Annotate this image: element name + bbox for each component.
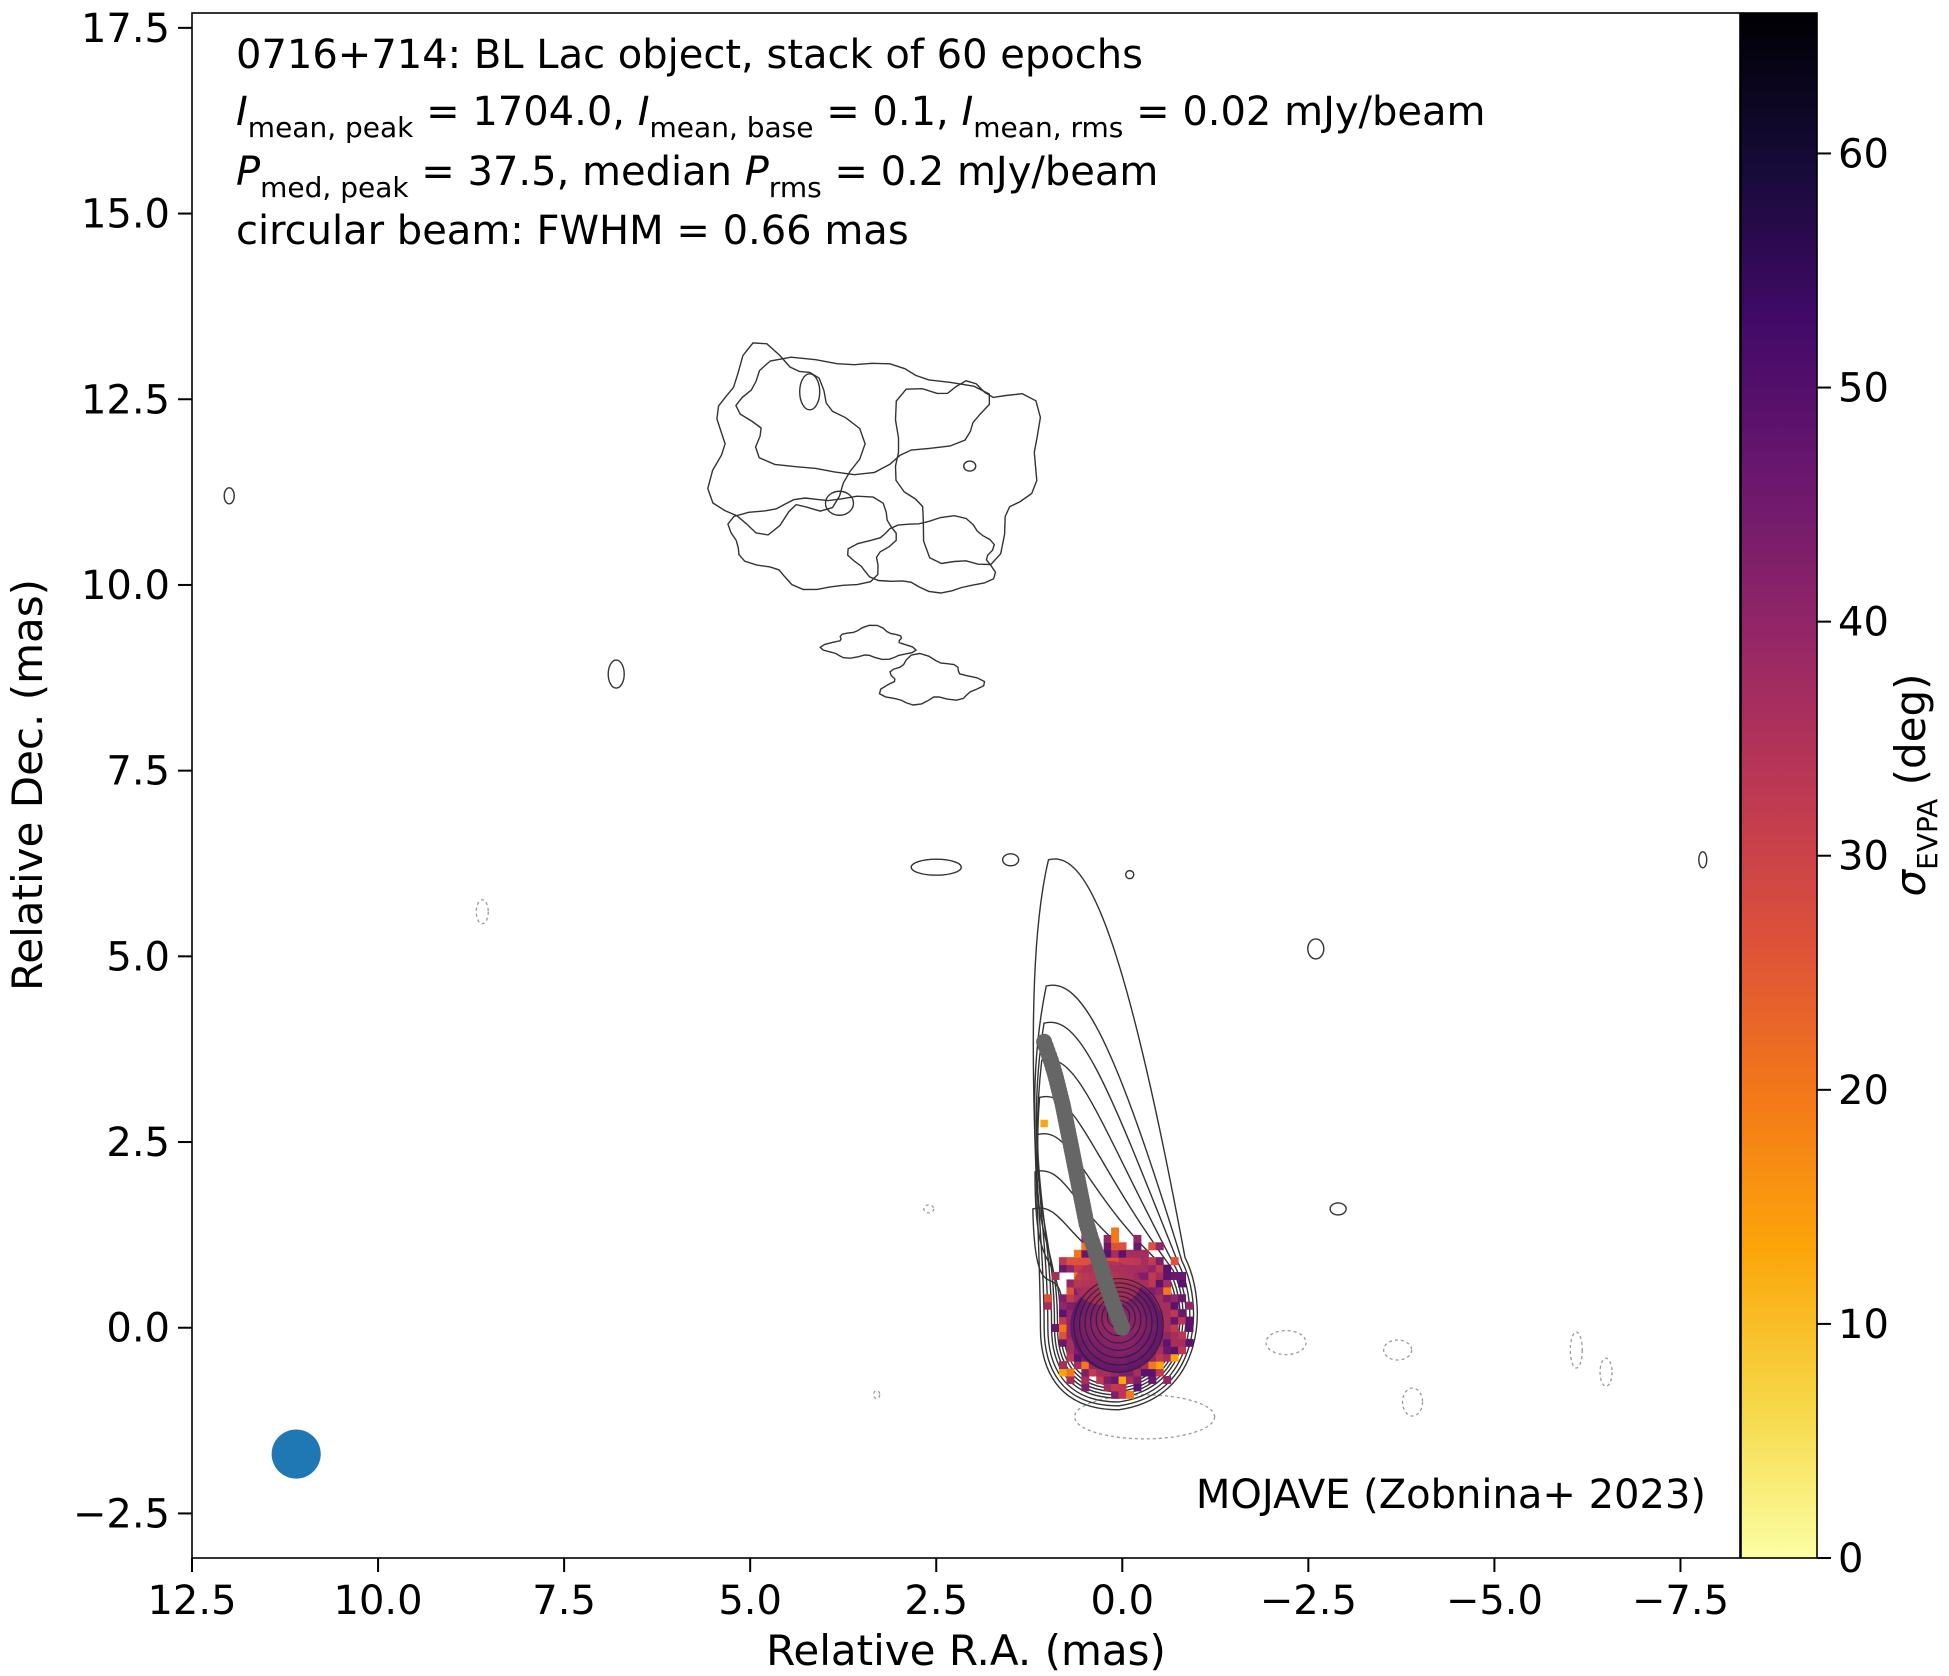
p-peak-symbol: P (236, 149, 261, 195)
y-tick-label: 15.0 (81, 192, 170, 238)
colorbar-label-symbol: σ (1886, 869, 1935, 897)
y-tick-label: 12.5 (81, 377, 170, 423)
y-tick-label: 2.5 (106, 1120, 170, 1166)
small-contour (1698, 851, 1708, 869)
negative-contour (923, 1204, 935, 1214)
x-axis-label: Relative R.A. (mas) (766, 1626, 1166, 1675)
i-peak-value: = 1704.0, (413, 89, 637, 135)
jet-ridge (1036, 1033, 1131, 1336)
negative-contour (873, 1389, 881, 1400)
i-peak-subscript: mean, peak (248, 111, 414, 144)
p-rms-symbol: P (745, 149, 770, 195)
p-peak-subscript: med, peak (260, 171, 409, 204)
negative-contour (1265, 1329, 1307, 1356)
y-tick-label: 7.5 (106, 749, 170, 795)
core-contour (1078, 1282, 1159, 1366)
extended-emission-contour (727, 495, 897, 591)
extended-emission-contour (846, 514, 997, 594)
small-contour (223, 487, 235, 505)
ridge-point (1036, 1033, 1053, 1050)
annotation-line1: 0716+714: BL Lac object, stack of 60 epo… (236, 32, 1143, 78)
small-contour (1307, 938, 1325, 960)
negative-contour (1569, 1331, 1583, 1369)
small-contour (910, 858, 962, 876)
colorbar-tick-label: 20 (1838, 1068, 1889, 1114)
plot-area (4, 211, 1708, 1479)
p-rms-value: = 0.2 mJy/beam (822, 149, 1159, 195)
p-peak-value: = 37.5, median (409, 149, 745, 195)
small-contour (1125, 869, 1135, 880)
y-tick-label: 5.0 (106, 934, 170, 980)
colorbar (1740, 12, 1818, 1559)
i-rms-value: = 0.02 mJy/beam (1123, 89, 1485, 135)
colorbar-tick-label: 60 (1838, 131, 1889, 177)
colorbar-tick-label: 40 (1838, 600, 1889, 646)
negative-contour (1401, 1387, 1424, 1417)
small-contour (1001, 853, 1020, 867)
core-contour (1090, 1291, 1148, 1351)
jet-contour (1033, 984, 1195, 1407)
negative-contour (4, 211, 22, 231)
small-contour (963, 460, 977, 472)
jet-contour (1032, 858, 1198, 1411)
isolated-pixel (1040, 1119, 1048, 1128)
core-contour (1084, 1286, 1153, 1359)
colorbar-ticks: 0 10 20 30 40 50 60 (1817, 131, 1889, 1582)
small-contour (607, 659, 625, 689)
x-tick-label: 5.0 (718, 1578, 782, 1624)
small-contour (799, 373, 821, 411)
x-tick-label: −7.5 (1632, 1578, 1729, 1624)
colorbar-label-units: (deg) (1886, 673, 1935, 798)
jet-contour (1036, 1095, 1184, 1396)
x-tick-label: 0.0 (1090, 1578, 1154, 1624)
x-tick-label: 12.5 (147, 1578, 236, 1624)
beam-marker (271, 1429, 321, 1479)
extended-emission-contour (894, 380, 1042, 566)
i-base-subscript: mean, base (650, 111, 814, 144)
y-axis-label: Relative Dec. (mas) (3, 579, 52, 991)
i-peak-symbol: I (236, 89, 248, 135)
negative-contour (1073, 1394, 1216, 1440)
x-tick-label: 10.0 (334, 1578, 423, 1624)
y-tick-label: 17.5 (81, 6, 170, 52)
y-axis: −2.5 0.0 2.5 5.0 7.5 10.0 12.5 15.0 17.5 (73, 6, 192, 1537)
x-tick-label: 7.5 (532, 1578, 596, 1624)
small-contour (824, 490, 855, 516)
annotation-line4: circular beam: FWHM = 0.66 mas (236, 208, 909, 254)
annotation-line3: Pmed, peak = 37.5, median Prms = 0.2 mJy… (236, 149, 1158, 204)
x-tick-label: 2.5 (904, 1578, 968, 1624)
extended-emission-contour (735, 356, 991, 476)
colorbar-tick-label: 50 (1838, 366, 1889, 412)
x-tick-label: −5.0 (1446, 1578, 1543, 1624)
i-base-symbol: I (638, 89, 650, 135)
y-tick-label: 0.0 (106, 1306, 170, 1352)
extended-emission-contour (819, 624, 918, 661)
x-tick-label: −2.5 (1260, 1578, 1357, 1624)
colorbar-tick-label: 30 (1838, 834, 1889, 880)
i-rms-symbol: I (961, 89, 973, 135)
extended-emission-contour (707, 342, 866, 536)
annotation-line2: Imean, peak = 1704.0, Imean, base = 0.1,… (236, 89, 1485, 144)
y-tick-label: −2.5 (73, 1491, 170, 1537)
plot-frame (191, 12, 1741, 1559)
x-axis: 12.5 10.0 7.5 5.0 2.5 0.0 −2.5 −5.0 −7.5 (147, 1558, 1729, 1624)
extended-emission-contour (878, 652, 986, 706)
negative-contour (475, 899, 489, 925)
negative-contour (1383, 1339, 1413, 1361)
p-rms-subscript: rms (769, 171, 822, 204)
i-rms-subscript: mean, rms (973, 111, 1123, 144)
colorbar-tick-label: 0 (1838, 1536, 1863, 1582)
small-contour (1329, 1202, 1347, 1216)
core-contour (1073, 1278, 1164, 1373)
negative-contour (1599, 1357, 1613, 1387)
colorbar-tick-label: 10 (1838, 1302, 1889, 1348)
colorbar-label: σEVPA (deg) (1886, 673, 1944, 896)
colorbar-label-subscript: EVPA (1911, 799, 1944, 870)
credit-label: MOJAVE (Zobnina+ 2023) (1196, 1472, 1706, 1518)
i-base-value: = 0.1, (813, 89, 961, 135)
y-tick-label: 10.0 (81, 563, 170, 609)
